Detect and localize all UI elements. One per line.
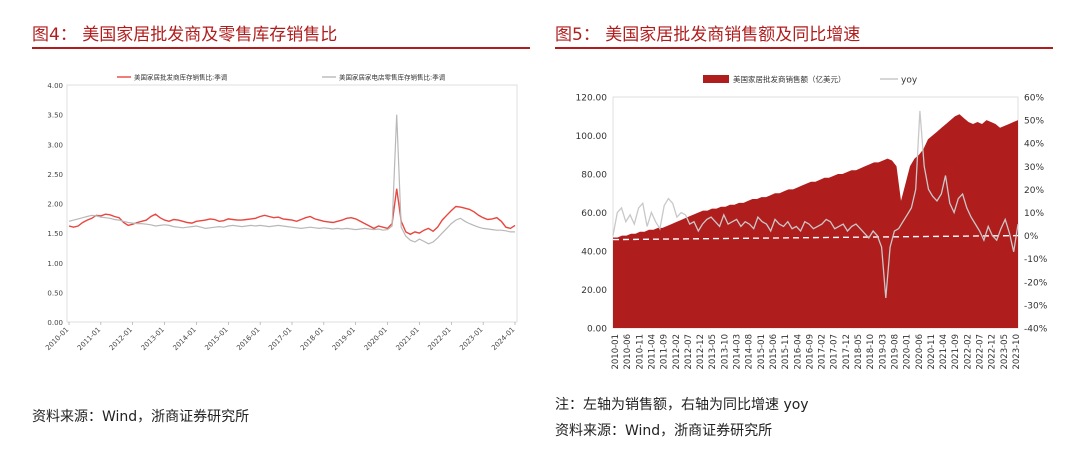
right-y-tick-label: 40.00	[581, 248, 607, 258]
right-x-tick-label: 2010-01	[611, 334, 621, 370]
left-y-tick-label: 2.00	[47, 201, 63, 209]
left-y-tick-label: 3.50	[47, 112, 63, 120]
right-x-tick-label: 2015-11	[781, 334, 791, 370]
right-x-tick-label: 2023-10	[1012, 334, 1022, 370]
right-y2-tick-label: 60%	[1024, 94, 1044, 104]
right-x-tick-label: 2021-09	[951, 334, 961, 370]
left-chart-title: 图4： 美国家居批发商及零售库存销售比	[32, 25, 338, 45]
right-y2-tick-label: -10%	[1024, 255, 1048, 265]
right-x-tick-label: 2022-07	[976, 334, 986, 370]
right-x-tick-label: 2015-06	[769, 334, 779, 370]
right-x-tick-label: 2019-08	[890, 334, 900, 370]
left-x-tick-label: 2015-01	[203, 326, 229, 352]
left-y-tick-label: 3.00	[47, 141, 63, 149]
right-y2-tick-label: 40%	[1024, 140, 1044, 150]
right-x-tick-label: 2010-11	[635, 334, 645, 370]
left-x-tick-label: 2012-01	[108, 326, 134, 352]
right-x-tick-label: 2014-08	[745, 334, 755, 370]
right-x-tick-label: 2012-07	[684, 334, 694, 370]
left-x-tick-label: 2010-01	[44, 326, 70, 352]
right-series-sales-area	[613, 114, 1018, 328]
right-y-tick-label: 100.00	[576, 132, 608, 142]
right-x-tick-label: 2020-01	[903, 334, 913, 370]
right-x-tick-label: 2019-03	[878, 334, 888, 370]
left-x-tick-label: 2020-01	[363, 326, 389, 352]
right-x-tick-label: 2013-10	[720, 334, 730, 370]
right-y-tick-label: 60.00	[581, 209, 607, 219]
left-x-tick-label: 2022-01	[426, 326, 452, 352]
right-x-tick-label: 2010-06	[623, 334, 633, 370]
left-y-tick-label: 2.50	[47, 171, 63, 179]
right-x-tick-label: 2022-12	[988, 334, 998, 370]
left-y-tick-label: 4.00	[47, 82, 63, 90]
right-y-tick-label: 0.00	[587, 325, 607, 335]
right-y2-tick-label: 30%	[1024, 163, 1044, 173]
right-x-tick-label: 2011-04	[647, 334, 657, 370]
right-x-tick-label: 2013-05	[708, 334, 718, 370]
right-x-tick-label: 2012-02	[672, 334, 682, 370]
right-x-tick-label: 2015-01	[757, 334, 767, 370]
left-series-retail-line	[68, 114, 515, 245]
right-y2-tick-label: 0%	[1024, 232, 1039, 242]
right-series-yoy-line	[612, 110, 1019, 299]
right-x-tick-label: 2018-05	[854, 334, 864, 370]
right-y-tick-label: 80.00	[581, 171, 607, 181]
right-legend-yoy-label: yoy	[901, 76, 918, 86]
right-source: 资料来源：Wind，浙商证券研究所	[555, 423, 773, 439]
right-y2-tick-label: 20%	[1024, 186, 1044, 196]
right-x-tick-label: 2016-09	[805, 334, 815, 370]
left-x-tick-label: 2018-01	[299, 326, 325, 352]
right-chart: 0.00 20.00 40.00 60.00 80.00 100.00 120.00 -40%…	[576, 74, 1048, 370]
right-x-tick-label: 2023-05	[1000, 334, 1010, 370]
right-x-tick-label: 2018-10	[866, 334, 876, 370]
right-legend-sales-swatch	[703, 75, 729, 83]
left-x-tick-label: 2019-01	[331, 326, 357, 352]
right-y2-tick-label: -40%	[1024, 325, 1048, 335]
left-source: 资料来源：Wind，浙商证券研究所	[32, 409, 250, 425]
right-y2-tick-label: 10%	[1024, 209, 1044, 219]
left-x-tick-label: 2016-01	[235, 326, 261, 352]
right-x-tick-label: 2020-11	[927, 334, 937, 370]
left-y-tick-label: 0.50	[47, 289, 63, 297]
right-x-tick-label: 2020-06	[915, 334, 925, 370]
right-x-tick-label: 2022-02	[963, 334, 973, 370]
right-y-tick-label: 120.00	[576, 94, 608, 104]
right-note: 注：左轴为销售额，右轴为同比增速 yoy	[555, 397, 809, 413]
right-x-tick-label: 2011-09	[660, 334, 670, 370]
left-legend-label: 美国家居批发商库存销售比:季调	[134, 73, 227, 82]
left-x-tick-label: 2011-01	[76, 326, 102, 352]
right-y2-tick-label: -20%	[1024, 278, 1048, 288]
left-x-tick-label: 2021-01	[395, 326, 421, 352]
right-x-tick-label: 2016-04	[793, 334, 803, 370]
left-legend-label: 美国家居家电店零售库存销售比:季调	[339, 73, 445, 82]
left-plot-frame	[66, 84, 518, 323]
left-x-tick-label: 2023-01	[458, 326, 484, 352]
left-y-tick-label: 1.00	[47, 260, 63, 268]
right-x-tick-label: 2014-03	[733, 334, 743, 370]
right-x-tick-label: 2017-07	[830, 334, 840, 370]
left-title-rule	[32, 47, 530, 49]
right-x-tick-label: 2017-12	[842, 334, 852, 370]
right-title-rule	[555, 47, 1053, 49]
right-x-tick-label: 2017-02	[818, 334, 828, 370]
right-y-tick-label: 20.00	[581, 286, 607, 296]
left-x-tick-label: 2024-01	[490, 326, 516, 352]
right-x-tick-label: 2021-04	[939, 334, 949, 370]
right-y2-tick-label: 50%	[1024, 117, 1044, 127]
right-zero-reference-line	[612, 234, 1019, 241]
left-y-tick-label: 1.50	[47, 230, 63, 238]
right-chart-title: 图5： 美国家居批发商销售额及同比增速	[555, 25, 861, 45]
right-y2-tick-label: -30%	[1024, 301, 1048, 311]
left-chart: 0.00 0.50 1.00 1.50 2.00 2.50 3.00 3.50 4.00 2010…	[44, 73, 518, 352]
left-y-tick-label: 0.00	[47, 319, 63, 327]
right-legend-sales-label: 美国家居批发商销售额（亿美元）	[733, 74, 846, 84]
right-x-tick-label: 2012-12	[696, 334, 706, 370]
left-x-tick-label: 2013-01	[140, 326, 166, 352]
left-x-tick-label: 2017-01	[267, 326, 293, 352]
left-x-tick-label: 2014-01	[172, 326, 198, 352]
left-series-wholesale-line	[68, 188, 516, 236]
